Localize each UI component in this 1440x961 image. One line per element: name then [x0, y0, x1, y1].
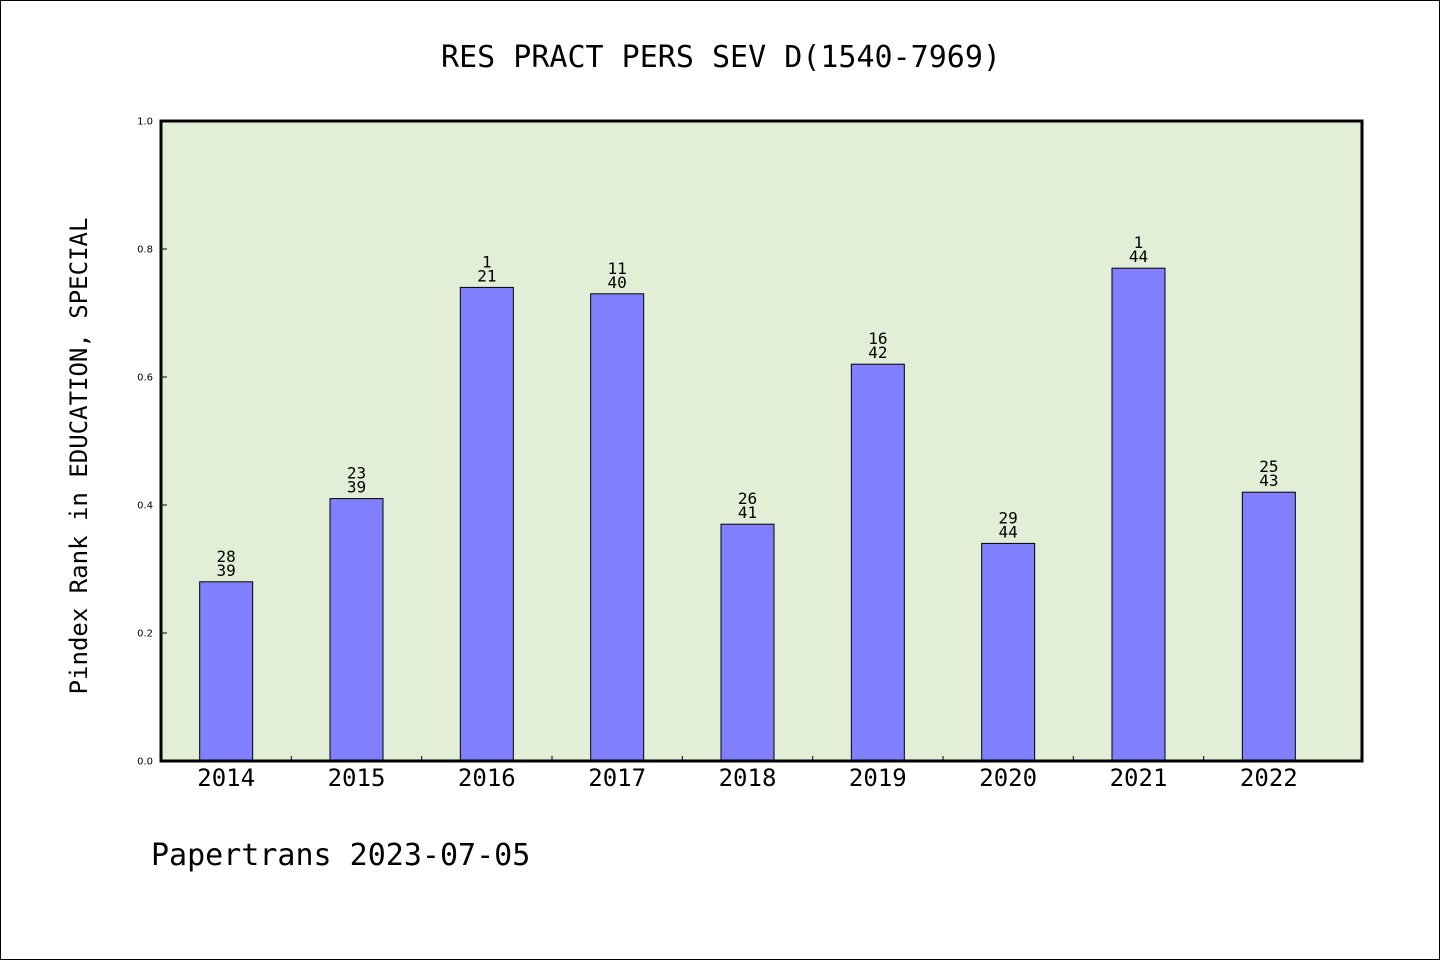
x-tick-label: 2022: [1240, 764, 1298, 792]
bar-2021: [1111, 267, 1166, 762]
bar-total-label: 42: [868, 343, 887, 362]
bar-2020: [981, 542, 1036, 762]
bar-rank-label: 29: [999, 508, 1018, 527]
bar-rank-label: 1: [1134, 233, 1144, 252]
y-tick-label: 0.0: [137, 757, 153, 768]
bar-total-label: 40: [608, 273, 627, 292]
bar-rank-label: 26: [738, 489, 757, 508]
x-axis: 2014 2015 2016 2017 2018 2019 2020 2021 2022: [197, 756, 1298, 792]
bar-rank-label: 1: [482, 252, 492, 271]
plot-border: [159, 119, 1364, 763]
y-tick-label: 0.6: [137, 373, 153, 384]
bar-2014: [199, 581, 254, 762]
y-tick-label: 1.0: [137, 117, 153, 128]
x-tick-label: 2018: [719, 764, 777, 792]
x-tick-label: 2021: [1110, 764, 1168, 792]
bar-2019: [850, 363, 905, 762]
bar-total-label: 39: [217, 561, 236, 580]
bar-total-label: 43: [1259, 471, 1278, 490]
y-tick-label: 0.2: [137, 629, 153, 640]
x-tick-label: 2014: [197, 764, 255, 792]
bar-2018: [720, 523, 775, 762]
y-tick-label: 0.8: [137, 245, 153, 256]
chart-title: RES PRACT PERS SEV D(1540-7969): [441, 40, 1001, 75]
x-tick-label: 2020: [979, 764, 1037, 792]
bar-total-label: 44: [1129, 247, 1148, 266]
y-axis-label: Pindex Rank in EDUCATION, SPECIAL: [65, 218, 93, 695]
bar-rank-label: 28: [217, 547, 236, 566]
bar-rank-label: 25: [1259, 457, 1278, 476]
bar-total-label: 39: [347, 478, 366, 497]
bar-rank-label: 16: [868, 329, 887, 348]
y-tick-label: 0.4: [137, 501, 153, 512]
bar-2017: [590, 293, 645, 762]
bar-rank-label: 11: [608, 259, 627, 278]
bar-2015: [329, 498, 384, 762]
bar-total-label: 21: [477, 266, 496, 285]
x-tick-label: 2017: [588, 764, 646, 792]
footer-text: Papertrans 2023-07-05: [151, 838, 530, 873]
bar-total-label: 41: [738, 503, 757, 522]
x-tick-label: 2015: [328, 764, 386, 792]
bar-2016: [459, 286, 514, 762]
bar-total-label: 44: [999, 522, 1018, 541]
x-tick-label: 2016: [458, 764, 516, 792]
x-tick-label: 2019: [849, 764, 907, 792]
bar-rank-label: 23: [347, 464, 366, 483]
bar-2022: [1241, 491, 1296, 762]
